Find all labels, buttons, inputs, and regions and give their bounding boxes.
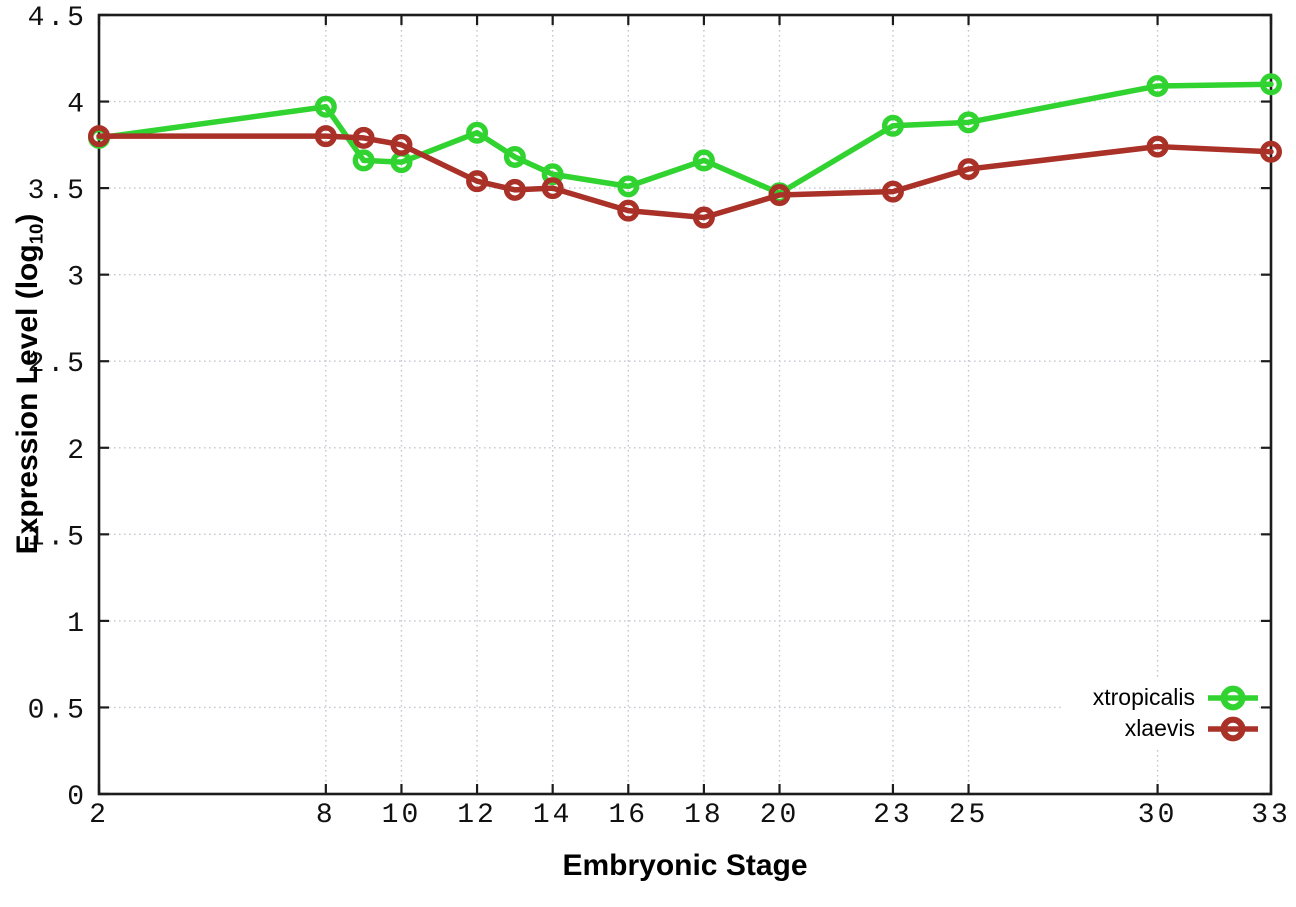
data-point-xlaevis (617, 199, 640, 222)
x-tick-label: 30 (1138, 800, 1178, 831)
data-point-xlaevis (466, 170, 489, 193)
data-point-xtropicalis (503, 145, 526, 168)
data-point-xlaevis (352, 126, 375, 149)
data-point-xtropicalis (957, 111, 980, 134)
x-tick-label: 20 (760, 800, 800, 831)
data-point-xlaevis (1146, 135, 1169, 158)
y-tick-label: 3 (67, 263, 87, 294)
x-tick-label: 16 (608, 800, 648, 831)
data-point-xtropicalis (881, 114, 904, 137)
data-point-xlaevis (881, 180, 904, 203)
y-tick-label: 4.5 (28, 3, 87, 34)
data-point-xtropicalis (1146, 74, 1169, 97)
data-point-xlaevis (957, 158, 980, 181)
data-point-xlaevis (541, 177, 564, 200)
y-tick-label: 0 (67, 782, 87, 813)
series-line-xlaevis (96, 133, 1274, 221)
x-tick-label: 8 (316, 800, 336, 831)
y-axis-title-subscript: 10 (25, 223, 47, 245)
data-point-xlaevis (692, 206, 715, 229)
x-tick-label: 2 (89, 800, 109, 831)
y-axis-title: Expression Level (log10) (10, 164, 47, 604)
legend: xtropicalis xlaevis (1062, 679, 1258, 747)
data-point-xlaevis (503, 178, 526, 201)
data-point-xtropicalis (1259, 73, 1282, 96)
data-point-xtropicalis (314, 95, 337, 118)
y-tick-label: 2.5 (28, 349, 87, 380)
legend-marker-xtropicalis-icon (1208, 685, 1258, 710)
data-point-xtropicalis (617, 175, 640, 198)
legend-label-xtropicalis: xtropicalis (1092, 684, 1195, 710)
data-point-xtropicalis (692, 149, 715, 172)
x-tick-label: 23 (873, 800, 913, 831)
x-tick-label: 25 (949, 800, 989, 831)
data-point-xlaevis (314, 125, 337, 148)
data-point-xlaevis (768, 184, 791, 207)
legend-row-xtropicalis: xtropicalis (1093, 682, 1258, 713)
x-tick-label: 33 (1251, 800, 1291, 831)
x-tick-label: 10 (382, 800, 422, 831)
legend-row-xlaevis: xlaevis (1093, 713, 1258, 744)
y-tick-label: 0.5 (28, 695, 87, 726)
y-tick-label: 1.5 (28, 522, 87, 553)
y-tick-label: 3.5 (28, 176, 87, 207)
y-axis-title-text: Expression Level (log (11, 244, 44, 555)
y-tick-label: 4 (67, 90, 87, 121)
data-point-xlaevis (87, 125, 110, 148)
x-axis-title: Embryonic Stage (562, 849, 808, 882)
y-tick-label: 1 (67, 609, 87, 640)
data-point-xtropicalis (466, 121, 489, 144)
plot-border (97, 13, 1273, 796)
x-tick-label: 18 (684, 800, 724, 831)
data-point-xlaevis (390, 133, 413, 156)
y-tick-label: 2 (67, 436, 87, 467)
legend-marker-xlaevis-icon (1208, 716, 1258, 741)
data-point-xlaevis (1259, 140, 1282, 163)
x-tick-label: 14 (533, 800, 573, 831)
y-axis-title-suffix: ) (11, 213, 44, 224)
x-tick-label: 12 (457, 800, 497, 831)
legend-label-xlaevis: xlaevis (1124, 715, 1195, 741)
data-point-xtropicalis (352, 149, 375, 172)
data-point-xtropicalis (541, 163, 564, 186)
